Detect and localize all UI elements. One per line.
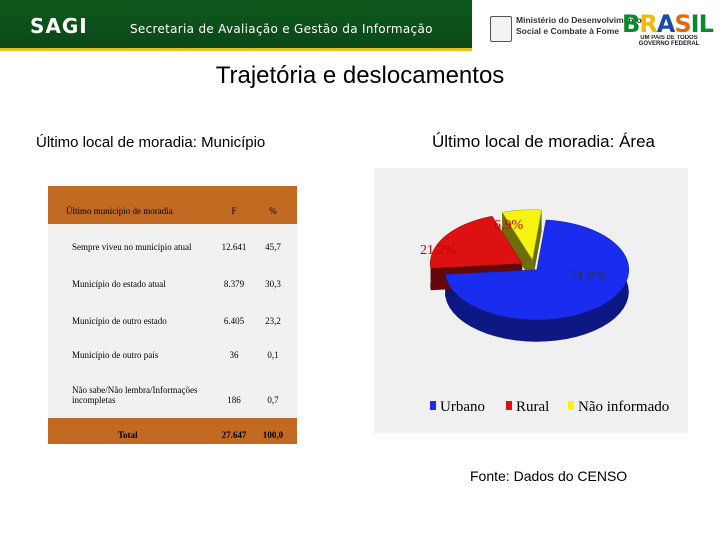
table-row-pct: 45,7 [265,242,281,252]
legend-swatch [568,401,574,410]
pie-slice-cut [502,212,533,282]
table-row-label: Município de outro estado [72,316,167,326]
brasil-logo: BRASIL UM PAÍS DE TODOS GOVERNO FEDERAL [622,10,716,47]
table-header-pct: % [269,206,277,216]
ministry-line-1: Ministério do Desenvolvimento [516,15,642,25]
header-green-bar: SAGI Secretaria de Avaliação e Gestão da… [0,0,472,51]
table-row-label: Não sabe/Não lembra/Informações incomple… [72,385,198,405]
table-row-label: Sempre viveu no município atual [72,242,192,252]
pie-slice-urbano [444,219,630,320]
chart-legend: Urbano Rural Não informado [430,399,669,415]
legend-label: Não informado [578,399,669,415]
table-row-f: 8.379 [223,279,245,289]
legend-label: Urbano [440,399,485,415]
table-row-f: 12.641 [221,242,247,252]
table-row-pct: 23,2 [265,316,281,326]
header-band: SAGI Secretaria de Avaliação e Gestão da… [0,0,720,51]
brand-logo: SAGI [30,14,88,38]
legend-swatch [430,401,436,410]
table-header-label: Último município de moradia [66,206,173,216]
pie-slice-cut [532,209,542,282]
page-title: Trajetória e deslocamentos [215,62,505,89]
table-total-label: Total [118,430,138,440]
secretaria-title: Secretaria de Avaliação e Gestão da Info… [130,22,433,36]
table-row-f: 36 [229,350,239,360]
left-subtitle: Último local de moradia: Município [36,134,266,151]
legend-label: Rural [516,399,549,415]
table-row-pct: 30,3 [265,279,281,289]
table-row-f: 186 [227,395,241,405]
ministry-emblem-icon [490,16,512,42]
brasil-tagline: UM PAÍS DE TODOS [640,35,698,41]
table-header-f: F [231,206,237,216]
pie-chart-svg: 71,9% 21,2% 6,9% Urbano Rural Não informado [420,209,669,415]
table-footer-bg [48,418,297,444]
area-pie-chart: 71,9% 21,2% 6,9% Urbano Rural Não informado [374,168,688,433]
brasil-gov: GOVERNO FEDERAL [638,41,700,47]
table-total-f: 27.647 [221,430,247,440]
pie-data-label: 6,9% [494,218,524,233]
pie-slice-rural [429,215,523,269]
table-header-bg [48,186,297,224]
municipio-table: Último município de moradia F % Sempre v… [48,186,297,444]
pie-data-label: 71,9% [570,269,607,284]
table-row-label: Município de outro país [72,350,159,360]
right-subtitle: Último local de moradia: Área [432,132,655,151]
pie-slice-n-o-informado [501,209,542,261]
ministry-logo: Ministério do Desenvolvimento Social e C… [490,14,642,44]
table-row-pct: 0,1 [267,350,279,360]
source-note: Fonte: Dados do CENSO [470,468,628,484]
table-row-pct: 0,7 [267,395,279,405]
ministry-line-2: Social e Combate à Fome [516,26,619,36]
legend-swatch [506,401,512,410]
pie-data-label: 21,2% [420,243,457,258]
brasil-wordmark: BRASIL [622,10,714,38]
table-row-label: Município do estado atual [72,279,166,289]
table-total-pct: 100,0 [262,430,284,440]
table-row-f: 6.405 [223,316,245,326]
